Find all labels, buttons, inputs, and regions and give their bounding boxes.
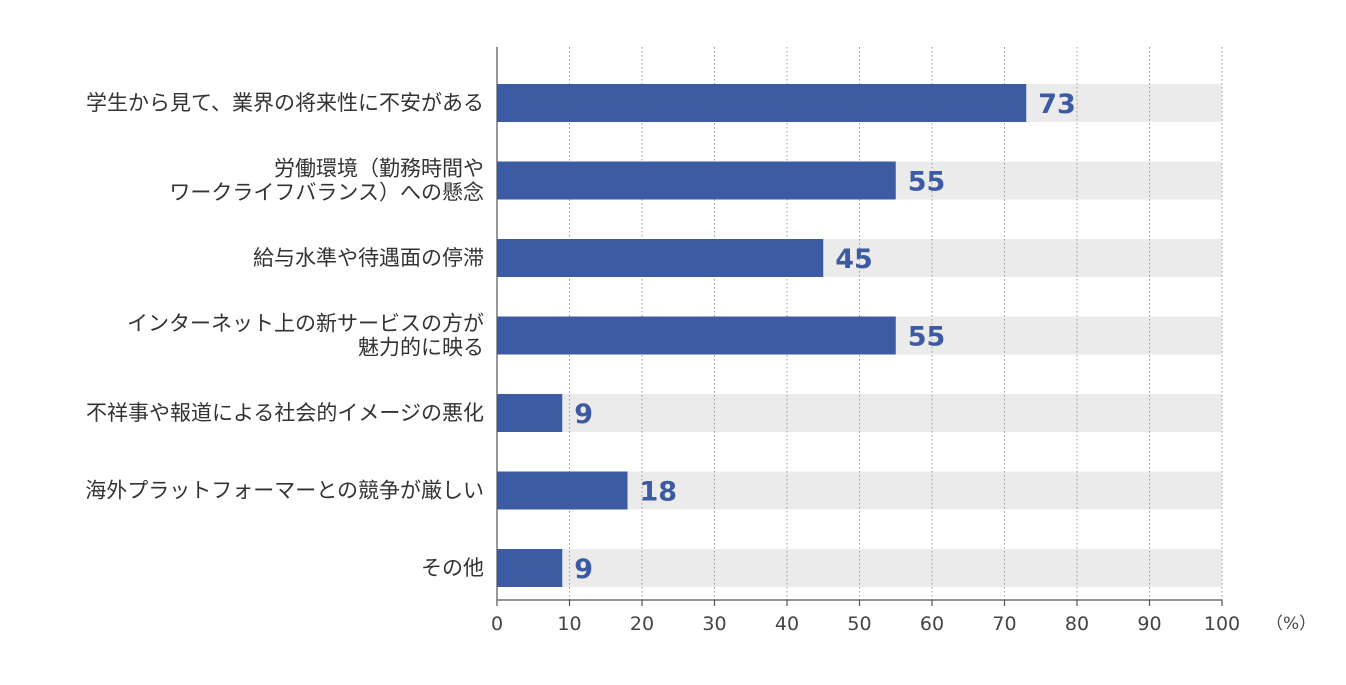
value-label: 73 xyxy=(1038,89,1076,120)
category-label: 海外プラットフォーマーとの競争が厳しい xyxy=(85,479,484,503)
category-label: 労働環境（勤務時間やワークライフバランス）への懸念 xyxy=(169,157,484,205)
category-label-line: ワークライフバランス）への懸念 xyxy=(169,181,484,205)
x-tick-label: 80 xyxy=(1065,613,1089,635)
x-tick-label: 30 xyxy=(702,613,726,635)
category-label-line: 学生から見て、業界の将来性に不安がある xyxy=(86,91,484,115)
bar xyxy=(497,316,896,355)
category-label: 給与水準や待遇面の停滞 xyxy=(253,246,484,270)
x-tick-label: 20 xyxy=(630,613,654,635)
category-label-line: 海外プラットフォーマーとの競争が厳しい xyxy=(85,479,484,503)
category-label: 不祥事や報道による社会的イメージの悪化 xyxy=(86,401,484,425)
bar xyxy=(497,549,563,587)
value-label: 18 xyxy=(640,477,678,508)
category-label: 学生から見て、業界の将来性に不安がある xyxy=(86,91,484,115)
value-label: 9 xyxy=(574,399,593,430)
category-label-line: インターネット上の新サービスの方が xyxy=(127,312,484,336)
x-tick-label: 60 xyxy=(920,613,944,635)
x-tick-label: 100 xyxy=(1204,613,1240,635)
category-labels: 学生から見て、業界の将来性に不安がある労働環境（勤務時間やワークライフバランス）… xyxy=(85,91,484,580)
x-tick-label: 70 xyxy=(992,613,1016,635)
bars xyxy=(497,84,1027,587)
x-tick-label: 50 xyxy=(847,613,871,635)
bar xyxy=(497,239,824,277)
value-label: 9 xyxy=(574,554,593,585)
category-label-line: 不祥事や報道による社会的イメージの悪化 xyxy=(86,401,484,425)
category-label: インターネット上の新サービスの方が魅力的に映る xyxy=(127,312,484,360)
x-tick-labels: 0 10 20 30 40 50 60 70 80 90 100 xyxy=(491,613,1240,635)
value-label: 55 xyxy=(908,322,946,353)
x-tick-label: 0 xyxy=(491,613,503,635)
category-label-line: 給与水準や待遇面の停滞 xyxy=(253,246,484,270)
x-tick-label: 90 xyxy=(1137,613,1161,635)
category-label-line: 労働環境（勤務時間や xyxy=(274,157,484,181)
bar xyxy=(497,84,1027,122)
axes xyxy=(496,47,1223,606)
category-label: その他 xyxy=(421,556,484,580)
value-label: 45 xyxy=(835,244,873,275)
x-tick-label: 10 xyxy=(557,613,581,635)
value-labels: 73 55 45 55 9 18 9 xyxy=(574,89,1076,585)
bar xyxy=(497,394,563,432)
category-label-line: 魅力的に映る xyxy=(358,336,484,360)
category-label-line: その他 xyxy=(421,556,484,580)
value-label: 55 xyxy=(908,167,946,198)
x-tick-label: 40 xyxy=(775,613,799,635)
bar xyxy=(497,161,896,200)
unit-label: （%） xyxy=(1266,614,1316,634)
bar xyxy=(497,471,628,510)
